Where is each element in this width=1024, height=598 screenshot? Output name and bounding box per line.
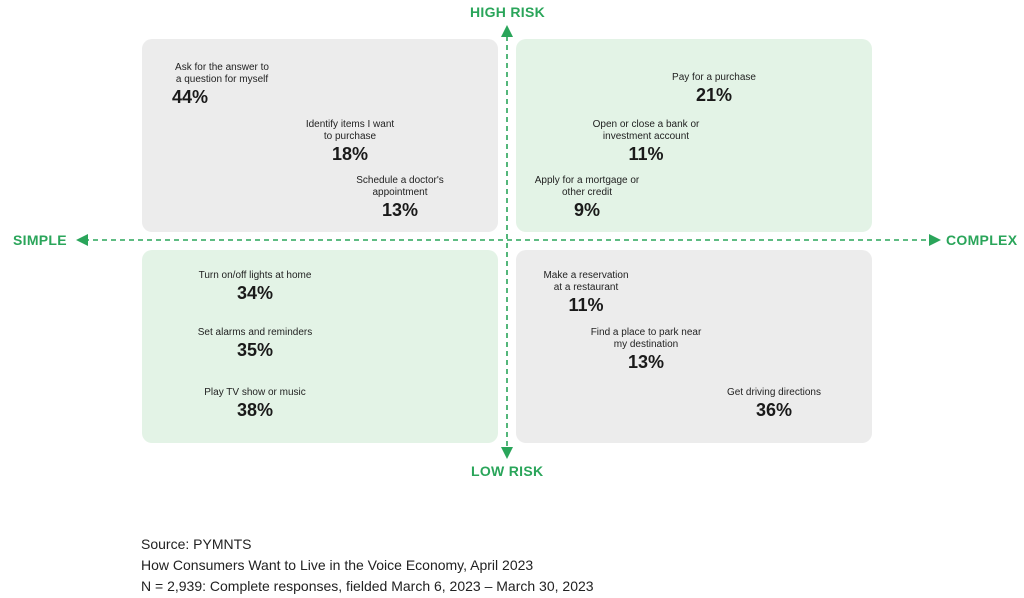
quadrant-complex-low-risk xyxy=(516,250,872,443)
arrow-right-icon xyxy=(929,234,941,246)
item-driving-directions: Get driving directions 36% xyxy=(727,387,821,420)
item-parking: Find a place to park near my destination… xyxy=(590,327,702,372)
quadrant-simple-low-risk xyxy=(142,250,498,443)
quadrant-simple-high-risk xyxy=(142,39,498,232)
item-pay-purchase: Pay for a purchase 21% xyxy=(672,72,756,105)
axis-label-low-risk: LOW RISK xyxy=(471,463,544,479)
item-lights: Turn on/off lights at home 34% xyxy=(198,270,312,303)
item-ask-question: Ask for the answer to a question for mys… xyxy=(172,62,269,107)
footer-sample: N = 2,939: Complete responses, fielded M… xyxy=(141,578,594,594)
footer-source: Source: PYMNTS xyxy=(141,536,252,552)
arrow-down-icon xyxy=(501,447,513,459)
item-bank-account: Open or close a bank or investment accou… xyxy=(592,119,700,164)
quadrant-complex-high-risk xyxy=(516,39,872,232)
axis-label-simple: SIMPLE xyxy=(13,232,67,248)
arrow-up-icon xyxy=(501,25,513,37)
axis-label-complex: COMPLEX xyxy=(946,232,1018,248)
item-reservation: Make a reservation at a restaurant 11% xyxy=(543,270,629,315)
item-alarms: Set alarms and reminders 35% xyxy=(197,327,313,360)
footer-report: How Consumers Want to Live in the Voice … xyxy=(141,557,534,573)
axis-label-high-risk: HIGH RISK xyxy=(470,4,546,20)
arrow-left-icon xyxy=(76,234,88,246)
item-tv-music: Play TV show or music 38% xyxy=(204,387,306,420)
item-schedule-doctor: Schedule a doctor's appointment 13% xyxy=(356,175,444,220)
item-mortgage-credit: Apply for a mortgage or other credit 9% xyxy=(534,175,640,220)
item-identify-items: Identify items I want to purchase 18% xyxy=(305,119,395,164)
